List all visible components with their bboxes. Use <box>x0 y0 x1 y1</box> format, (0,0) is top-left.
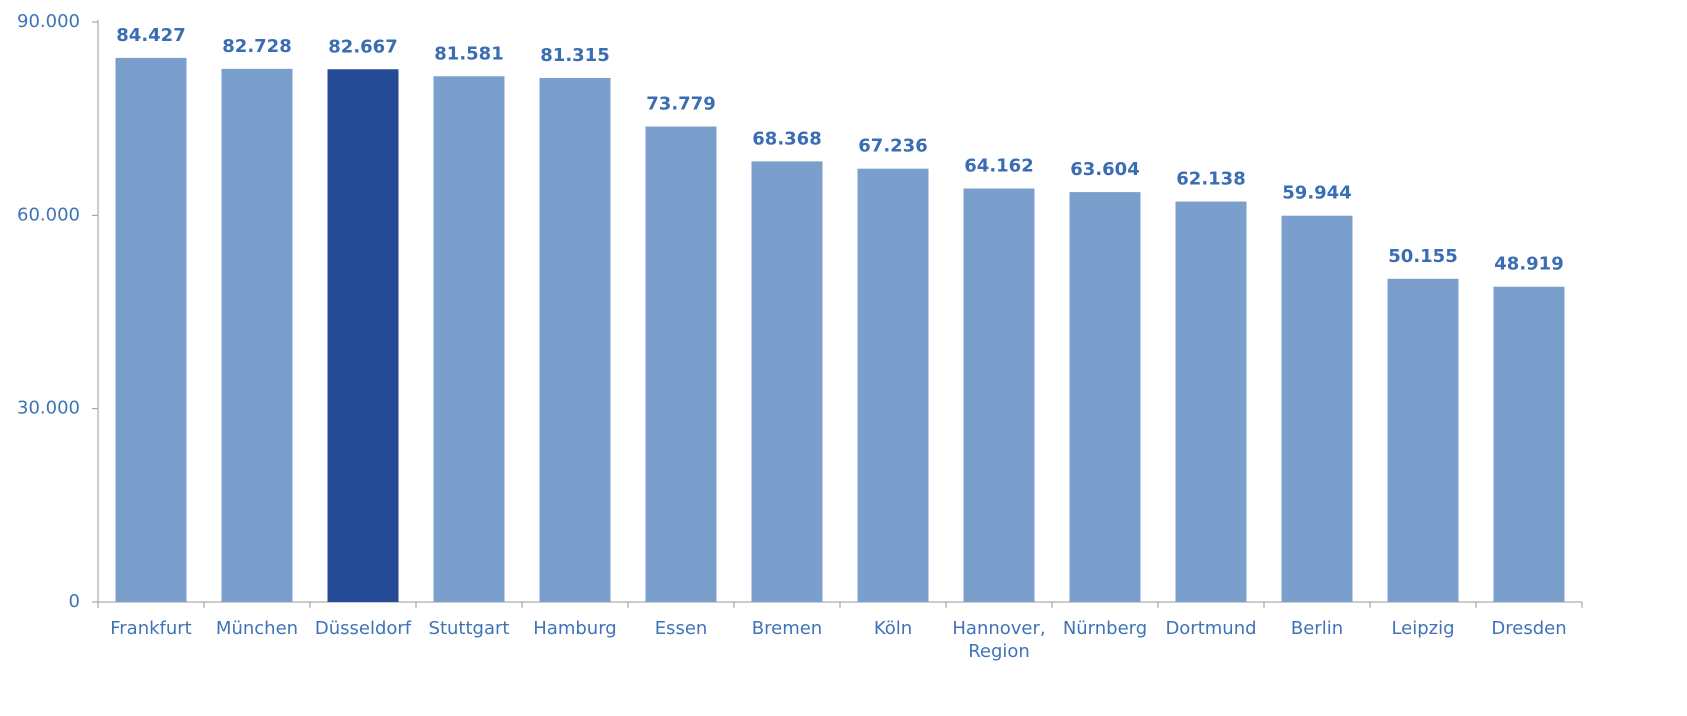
value-label: 50.155 <box>1388 246 1457 267</box>
x-tick-label: Stuttgart <box>429 618 510 639</box>
value-label: 73.779 <box>646 94 715 115</box>
x-tick-label: Düsseldorf <box>315 618 412 639</box>
bar <box>433 76 505 602</box>
bar <box>751 161 823 602</box>
y-tick-label: 60.000 <box>17 204 80 225</box>
value-label: 81.315 <box>540 45 609 66</box>
bar <box>1175 201 1247 602</box>
x-tick-label: Frankfurt <box>110 618 192 639</box>
value-label: 59.944 <box>1282 183 1351 204</box>
x-tick-label: Berlin <box>1291 618 1343 639</box>
x-tick-label: Nürnberg <box>1063 618 1147 639</box>
x-tick-label: Bremen <box>752 618 822 639</box>
bar <box>221 68 293 602</box>
value-label: 67.236 <box>858 136 927 157</box>
value-label: 62.138 <box>1176 169 1245 190</box>
bar <box>963 188 1035 603</box>
y-tick-label: 0 <box>69 591 80 612</box>
value-label: 63.604 <box>1070 159 1139 180</box>
bar <box>645 126 717 602</box>
bar <box>115 57 187 602</box>
x-tick-label: Köln <box>874 618 912 639</box>
x-tick-label: Hannover, Region <box>952 618 1045 662</box>
value-label: 84.427 <box>116 25 185 46</box>
value-label: 48.919 <box>1494 254 1563 275</box>
y-tick-label: 30.000 <box>17 398 80 419</box>
bar <box>1493 286 1565 602</box>
bar <box>1387 278 1459 602</box>
bar <box>539 77 611 603</box>
x-tick-label: Leipzig <box>1391 618 1454 639</box>
value-label: 64.162 <box>964 156 1033 177</box>
y-tick-label: 90.000 <box>17 11 80 32</box>
bar <box>327 69 399 603</box>
value-label: 68.368 <box>752 128 821 149</box>
value-label: 82.667 <box>328 36 397 57</box>
x-tick-label: Dresden <box>1491 618 1566 639</box>
x-tick-label: Hamburg <box>533 618 616 639</box>
x-tick-label: Essen <box>655 618 708 639</box>
value-label: 82.728 <box>222 36 291 57</box>
value-label: 81.581 <box>434 43 503 64</box>
x-tick-label: Dortmund <box>1165 618 1256 639</box>
bar <box>1281 215 1353 603</box>
bar <box>857 168 929 602</box>
x-tick-label: München <box>216 618 298 639</box>
bar <box>1069 192 1141 603</box>
